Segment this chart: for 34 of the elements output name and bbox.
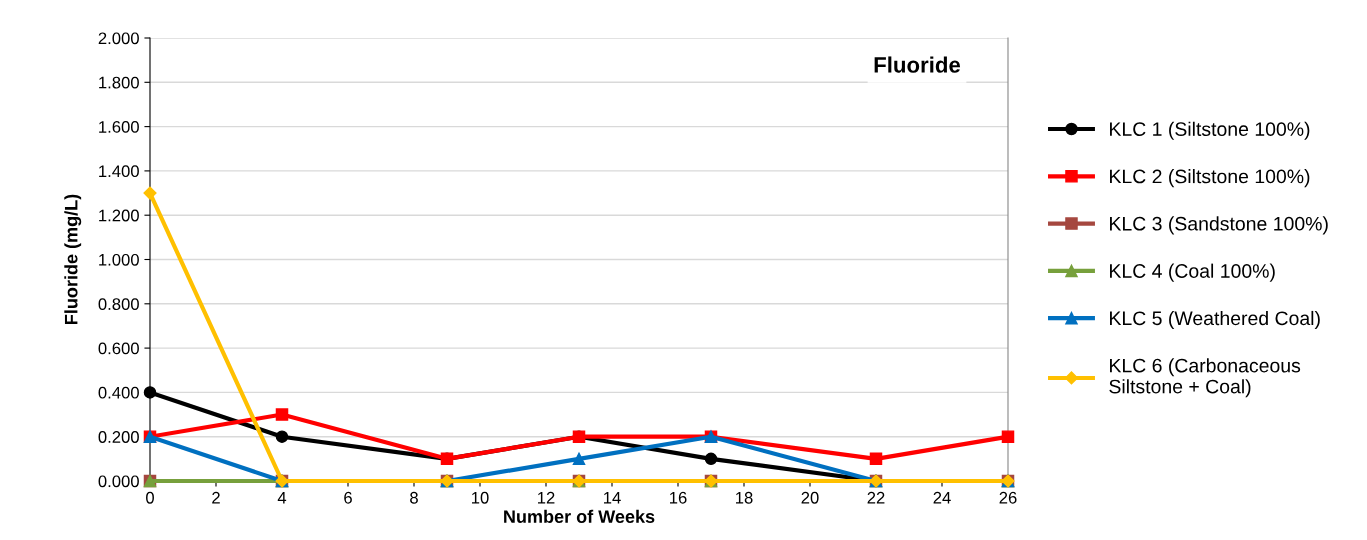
y-axis-title: Fluoride (mg/L) [64,194,82,324]
legend-label: KLC 1 (Siltstone 100%) [1110,121,1310,140]
x-tick-label: 6 [344,491,352,504]
y-tick-label: 0.400 [98,386,139,399]
x-tick-label: 14 [604,492,621,504]
y-tick-label: 1.600 [99,121,139,133]
legend-label: KLC 5 (Weathered Coal) [1110,310,1320,330]
x-tick-label: 16 [670,491,687,504]
x-tick-label: 0 [146,491,154,504]
x-tick-label: 4 [277,492,287,504]
x-tick-label: 22 [867,491,885,504]
x-tick-label: 24 [933,491,951,504]
x-tick-label: 18 [736,491,753,504]
y-tick-label: 1.800 [99,76,139,89]
x-tick-label: 8 [410,491,418,504]
x-tick-label: 26 [999,491,1017,504]
legend-label: KLC 2 (Siltstone 100%) [1110,169,1310,188]
y-tick-label: 0.600 [98,342,139,355]
x-tick-label: 20 [801,491,819,504]
text: Fluoride [874,56,961,73]
y-tick-label: 0.800 [98,298,139,310]
y-tick-label: 0.200 [98,431,139,443]
legend-label: KLC 3 (Sandstone 100%) [1110,216,1328,235]
y-tick-label: 1.200 [99,209,139,222]
legend-label: KLC 6 (Carbonaceous Siltstone + Coal) [1109,358,1301,398]
y-tick-label: 1.400 [99,165,139,178]
y-tick-label: 0.000 [98,475,139,488]
x-tick-label: 10 [472,491,489,504]
x-axis-title: Number of Weeks [504,509,655,523]
y-tick-label: 2.000 [98,32,139,45]
y-tick-label: 1.000 [99,253,139,266]
x-tick-label: 2 [212,491,220,504]
x-tick-label: 12 [538,491,555,504]
legend-label: KLC 4 (Coal 100%) [1110,263,1275,282]
